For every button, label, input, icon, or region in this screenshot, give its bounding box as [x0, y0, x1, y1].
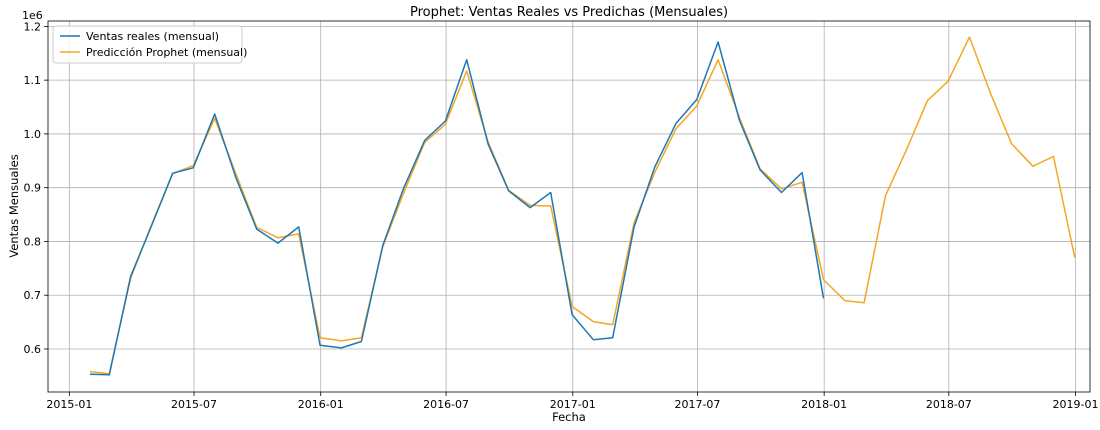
series-group: [89, 36, 1076, 376]
x-tick-label: 2018-07: [926, 398, 972, 411]
y-tick-label: 0.6: [24, 343, 42, 356]
x-tick-label: 2019-01: [1053, 398, 1099, 411]
axis-ticks: 2015-01 2015-07 2016-01 2016-07 2017-01 2017-…: [24, 20, 1099, 411]
x-tick-label: 2015-01: [46, 398, 92, 411]
legend-label-prediccion-prophet: Predicción Prophet (mensual): [86, 46, 247, 59]
y-tick-label: 0.7: [24, 289, 42, 302]
x-tick-label: 2018-01: [801, 398, 847, 411]
plot-frame: [47, 20, 1091, 393]
y-tick-label: 1.1: [24, 74, 42, 87]
grid: [48, 21, 1090, 392]
y-offset-label: 1e6: [22, 9, 43, 22]
legend-label-ventas-reales: Ventas reales (mensual): [86, 30, 219, 43]
x-tick-label: 2016-07: [423, 398, 469, 411]
x-axis-title: Fecha: [552, 410, 586, 424]
x-tick-label: 2017-01: [550, 398, 596, 411]
series-line-ventas-reales: [89, 41, 825, 376]
legend-box: [52, 25, 243, 64]
y-tick-label: 1.0: [24, 128, 42, 141]
y-tick-label: 0.8: [24, 235, 42, 248]
x-tick-label: 2016-01: [298, 398, 344, 411]
chart-title: Prophet: Ventas Reales vs Predichas (Men…: [410, 5, 728, 20]
y-tick-label: 0.9: [24, 182, 42, 195]
x-tick-label: 2015-07: [171, 398, 217, 411]
legend: Ventas reales (mensual) Predicción Proph…: [52, 25, 247, 64]
y-axis-title: Ventas Mensuales: [7, 154, 21, 257]
x-tick-label: 2017-07: [674, 398, 720, 411]
y-tick-label: 1.2: [24, 20, 42, 33]
